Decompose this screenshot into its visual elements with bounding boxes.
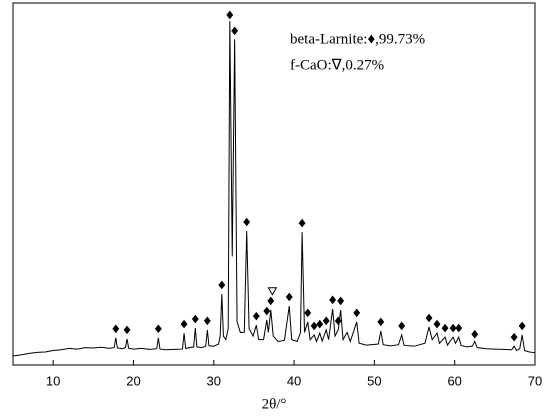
peak-marker <box>285 292 293 302</box>
peak-marker <box>329 295 337 305</box>
peak-marker <box>243 217 251 227</box>
peak-marker <box>191 314 199 324</box>
peak-marker <box>353 308 361 318</box>
x-tick-label: 20 <box>126 373 140 388</box>
x-tick-label: 60 <box>447 373 461 388</box>
peak-marker <box>441 323 449 333</box>
peak-marker <box>377 317 385 327</box>
x-tick-label: 70 <box>528 373 542 388</box>
peak-marker <box>316 319 324 329</box>
peak-marker <box>267 296 275 306</box>
peak-marker <box>252 311 260 321</box>
peak-marker <box>112 324 120 334</box>
annotation: beta-Larnite:♦,99.73% <box>290 31 425 47</box>
peak-marker <box>267 287 278 296</box>
xrd-line <box>12 21 536 357</box>
peak-marker <box>433 319 441 329</box>
peak-marker <box>337 296 345 306</box>
peak-marker <box>334 316 342 326</box>
peak-marker <box>455 323 463 333</box>
peak-marker <box>180 319 188 329</box>
peak-marker <box>218 280 226 290</box>
x-tick-label: 30 <box>207 373 221 388</box>
peak-marker <box>304 308 312 318</box>
peak-marker <box>154 324 162 334</box>
x-tick-label: 50 <box>367 373 381 388</box>
peak-marker <box>310 321 318 331</box>
peak-marker <box>449 323 457 333</box>
annotation: f-CaO:∇,0.27% <box>290 57 384 73</box>
x-axis-label: 2θ/° <box>262 396 287 412</box>
peak-marker <box>518 321 526 331</box>
peak-marker <box>425 313 433 323</box>
peak-marker <box>263 306 271 316</box>
peak-marker <box>226 10 234 20</box>
x-tick-label: 10 <box>46 373 60 388</box>
peak-marker <box>471 329 479 339</box>
peak-marker <box>398 321 406 331</box>
peak-marker <box>322 316 330 326</box>
peak-marker <box>298 218 306 228</box>
plot-frame <box>12 2 536 366</box>
x-tick-label: 40 <box>287 373 301 388</box>
peak-marker <box>231 26 239 36</box>
peak-marker <box>203 316 211 326</box>
peak-marker <box>510 332 518 342</box>
peak-marker <box>123 325 131 335</box>
